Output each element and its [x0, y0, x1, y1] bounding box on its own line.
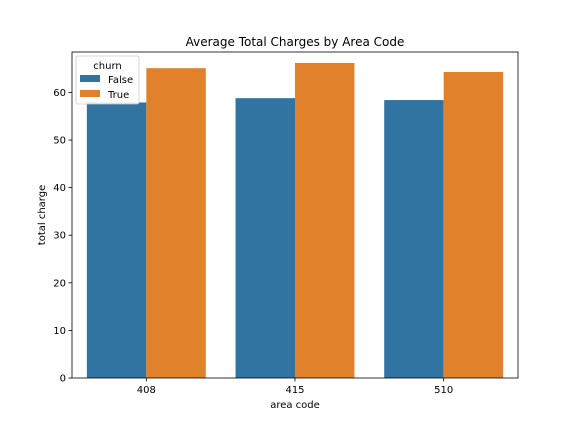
legend: churn False True	[75, 55, 140, 105]
legend-swatch-true	[80, 90, 100, 97]
legend-title: churn	[93, 61, 121, 72]
y-tick-label: 40	[53, 183, 66, 194]
chart-title: Average Total Charges by Area Code	[186, 35, 405, 49]
legend-swatch-false	[80, 75, 100, 82]
bar-true-408	[146, 68, 206, 378]
legend-label-false: False	[108, 75, 133, 86]
bar-true-510	[443, 71, 504, 379]
x-tick-label: 415	[285, 385, 304, 396]
y-axis-label: total charge	[37, 185, 48, 245]
y-axis-ticks: 0 10 20 30 40 50 60	[53, 88, 72, 385]
x-tick-label: 408	[137, 385, 156, 396]
y-tick-label: 50	[53, 136, 66, 147]
bars-layer	[86, 62, 504, 379]
y-tick-label: 0	[60, 374, 66, 385]
bar-false-415	[235, 98, 295, 378]
plot-frame	[71, 51, 519, 379]
legend-label-true: True	[107, 90, 129, 101]
bar-false-408	[86, 102, 147, 378]
bar-true-415	[295, 62, 355, 378]
x-tick-label: 510	[434, 385, 453, 396]
y-tick-label: 10	[53, 326, 66, 337]
bar-false-510	[384, 100, 444, 379]
y-tick-label: 20	[53, 278, 66, 289]
x-axis-label: area code	[270, 400, 320, 411]
y-tick-label: 30	[53, 231, 66, 242]
x-axis-ticks: 408 415 510	[137, 378, 453, 396]
y-tick-label: 60	[53, 88, 66, 99]
